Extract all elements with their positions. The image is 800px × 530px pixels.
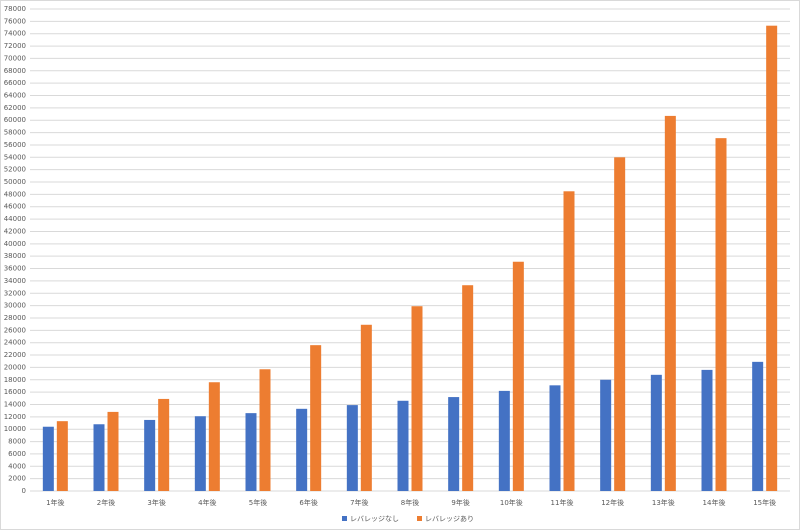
y-tick-label: 36000 <box>4 265 26 273</box>
x-tick-label: 10年後 <box>500 498 523 507</box>
bar <box>144 419 156 491</box>
bar <box>664 115 676 492</box>
bar <box>650 374 662 491</box>
y-tick-label: 78000 <box>4 5 26 13</box>
y-tick-label: 66000 <box>4 79 26 87</box>
y-tick-label: 14000 <box>4 400 26 408</box>
bar <box>56 421 68 491</box>
x-tick-label: 1年後 <box>46 498 64 507</box>
legend-label: レバレッジあり <box>425 515 474 523</box>
bar <box>346 405 358 491</box>
y-tick-label: 42000 <box>4 227 26 235</box>
y-tick-label: 18000 <box>4 376 26 384</box>
bar <box>614 157 626 492</box>
y-tick-label: 20000 <box>4 363 26 371</box>
bar <box>715 138 727 491</box>
y-tick-label: 56000 <box>4 141 26 149</box>
x-tick-label: 8年後 <box>401 498 419 507</box>
x-tick-label: 4年後 <box>198 498 216 507</box>
bar <box>360 324 372 491</box>
y-tick-label: 28000 <box>4 314 26 322</box>
bar <box>512 261 524 491</box>
x-tick-label: 2年後 <box>97 498 115 507</box>
y-tick-label: 58000 <box>4 129 26 137</box>
y-tick-label: 30000 <box>4 302 26 310</box>
x-tick-label: 15年後 <box>753 498 776 507</box>
bar <box>752 361 764 491</box>
y-tick-label: 8000 <box>8 438 26 446</box>
bar <box>296 408 308 491</box>
y-tick-label: 72000 <box>4 42 26 50</box>
y-tick-label: 64000 <box>4 92 26 100</box>
y-tick-label: 68000 <box>4 67 26 75</box>
x-tick-label: 13年後 <box>652 498 675 507</box>
y-tick-label: 54000 <box>4 153 26 161</box>
y-tick-label: 48000 <box>4 190 26 198</box>
bar <box>448 397 460 491</box>
bar <box>462 285 474 491</box>
y-tick-label: 50000 <box>4 178 26 186</box>
x-tick-label: 9年後 <box>451 498 469 507</box>
bar <box>158 398 170 491</box>
bar <box>563 191 575 492</box>
bar <box>194 416 206 491</box>
x-tick-label: 7年後 <box>350 498 368 507</box>
bar <box>766 25 778 491</box>
y-tick-label: 12000 <box>4 413 26 421</box>
y-tick-label: 52000 <box>4 166 26 174</box>
x-tick-label: 11年後 <box>551 498 574 507</box>
y-tick-label: 6000 <box>8 450 26 458</box>
y-tick-label: 62000 <box>4 104 26 112</box>
bar <box>310 345 322 491</box>
y-tick-label: 16000 <box>4 388 26 396</box>
bar <box>397 400 409 491</box>
y-tick-label: 74000 <box>4 30 26 38</box>
x-tick-label: 12年後 <box>601 498 624 507</box>
x-tick-label: 6年後 <box>299 498 317 507</box>
y-tick-label: 70000 <box>4 54 26 62</box>
x-tick-label: 14年後 <box>703 498 726 507</box>
y-tick-label: 38000 <box>4 252 26 260</box>
y-tick-label: 0 <box>22 487 26 495</box>
y-tick-label: 32000 <box>4 289 26 297</box>
legend-swatch <box>417 516 422 521</box>
x-tick-label: 5年後 <box>249 498 267 507</box>
y-tick-label: 10000 <box>4 425 26 433</box>
bar <box>107 411 119 491</box>
y-tick-label: 46000 <box>4 203 26 211</box>
y-tick-label: 34000 <box>4 277 26 285</box>
bar <box>208 382 220 491</box>
bar <box>549 385 561 491</box>
legend-label: レバレッジなし <box>350 515 399 523</box>
y-tick-label: 60000 <box>4 116 26 124</box>
bar <box>259 369 271 491</box>
y-tick-label: 26000 <box>4 326 26 334</box>
y-tick-label: 22000 <box>4 351 26 359</box>
bar <box>245 413 257 491</box>
bar <box>498 390 510 491</box>
y-tick-label: 2000 <box>8 475 26 483</box>
y-tick-label: 76000 <box>4 17 26 25</box>
y-tick-label: 40000 <box>4 240 26 248</box>
bar <box>701 369 713 491</box>
bar <box>93 424 105 491</box>
legend-swatch <box>342 516 347 521</box>
y-tick-label: 24000 <box>4 339 26 347</box>
bar <box>411 306 423 491</box>
x-tick-label: 3年後 <box>147 498 165 507</box>
y-tick-label: 4000 <box>8 462 26 470</box>
bar <box>600 379 612 491</box>
y-tick-label: 44000 <box>4 215 26 223</box>
bar <box>42 426 54 491</box>
